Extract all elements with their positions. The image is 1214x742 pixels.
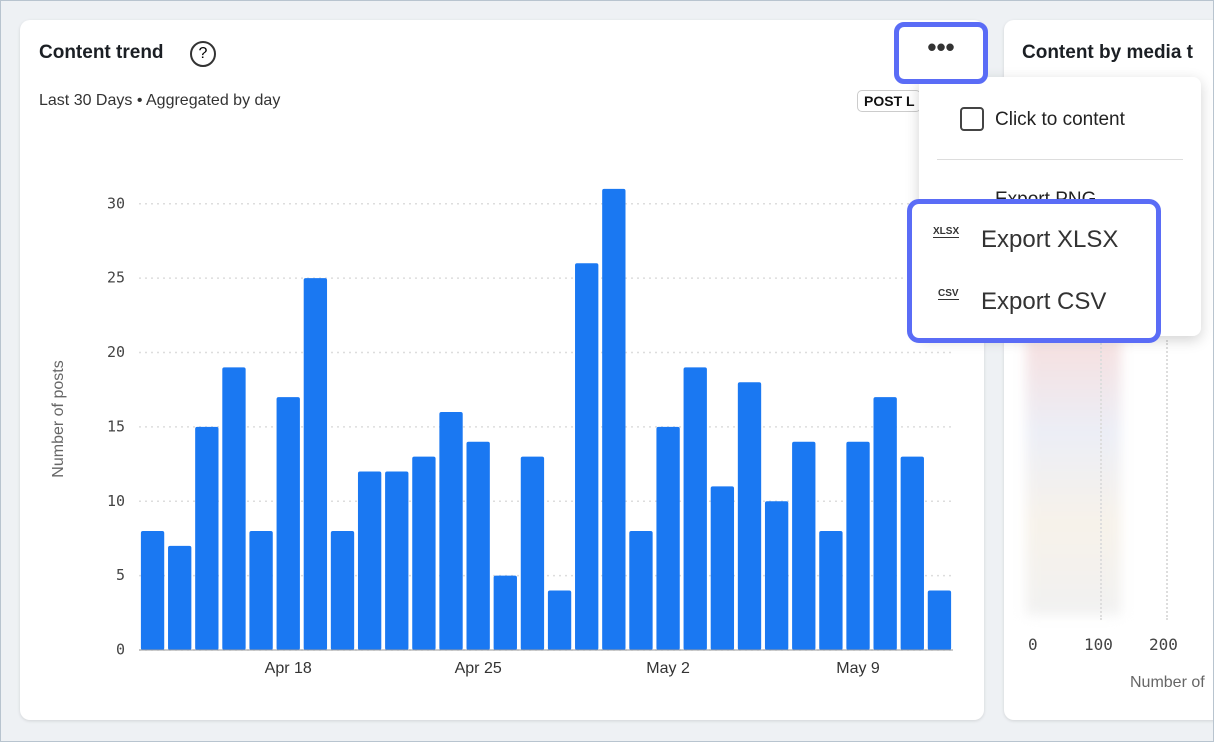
bar bbox=[710, 486, 735, 650]
bar bbox=[249, 531, 273, 650]
bar bbox=[222, 367, 246, 650]
bar bbox=[764, 501, 789, 650]
help-icon[interactable]: ? bbox=[190, 41, 216, 67]
bar bbox=[385, 471, 409, 650]
icon: CSV bbox=[938, 288, 959, 300]
y-tick-label: 0 bbox=[116, 641, 125, 659]
y-tick-label: 30 bbox=[107, 194, 125, 212]
bar bbox=[547, 590, 572, 650]
bar bbox=[683, 367, 707, 650]
tick-label: 0 bbox=[1028, 635, 1038, 654]
x-tick-label: Apr 18 bbox=[265, 660, 312, 677]
bar bbox=[927, 590, 952, 650]
bar bbox=[819, 531, 843, 650]
y-tick-label: 15 bbox=[107, 417, 125, 435]
bar bbox=[303, 278, 328, 650]
menu-item[interactable]: Export CSV bbox=[981, 288, 1107, 315]
bar bbox=[873, 397, 897, 650]
bar bbox=[276, 397, 300, 650]
y-tick-label: 25 bbox=[107, 269, 125, 287]
bar bbox=[439, 412, 463, 650]
blurred-bars bbox=[1026, 340, 1121, 615]
bar bbox=[602, 188, 626, 650]
bar bbox=[792, 441, 816, 650]
tick-label: 100 bbox=[1084, 635, 1113, 654]
bar bbox=[629, 531, 653, 650]
bar bbox=[412, 456, 436, 650]
x-tick-label: May 9 bbox=[836, 660, 880, 677]
bar bbox=[357, 471, 382, 650]
divider bbox=[937, 159, 1183, 160]
bar bbox=[493, 575, 517, 650]
bar bbox=[466, 441, 490, 650]
y-tick-label: 20 bbox=[107, 343, 125, 361]
more-button[interactable]: ••• bbox=[894, 22, 988, 84]
card-title: Content by media t bbox=[1022, 42, 1194, 63]
icon bbox=[960, 107, 984, 131]
menu-item[interactable]: Click to content bbox=[995, 109, 1125, 130]
grid-line bbox=[1166, 340, 1168, 620]
highlight-menu: XLSX Export XLSX CSV Export CSV bbox=[907, 199, 1161, 343]
bar bbox=[520, 456, 545, 650]
bar bbox=[656, 426, 680, 650]
bar bbox=[168, 545, 192, 650]
grid-line bbox=[1100, 340, 1102, 620]
menu-item[interactable]: Export XLSX bbox=[981, 226, 1119, 253]
bar bbox=[195, 426, 219, 650]
y-tick-label: 5 bbox=[116, 566, 125, 584]
y-tick-label: 10 bbox=[107, 492, 125, 510]
x-tick-label: Apr 25 bbox=[455, 660, 502, 677]
y-axis-label: Number of posts bbox=[50, 360, 67, 477]
icon: XLSX bbox=[933, 226, 960, 238]
bar bbox=[330, 531, 355, 650]
bar bbox=[737, 382, 762, 650]
card-title: Content trend bbox=[39, 42, 164, 63]
bar bbox=[900, 456, 924, 650]
x-tick-label: May 2 bbox=[646, 660, 690, 677]
bar bbox=[140, 531, 165, 650]
axis-label: Number of bbox=[1130, 674, 1205, 691]
tick-label: 200 bbox=[1149, 635, 1178, 654]
bar bbox=[846, 441, 870, 650]
bar bbox=[575, 263, 599, 650]
subtitle: Last 30 Days • Aggregated by day bbox=[39, 92, 281, 109]
